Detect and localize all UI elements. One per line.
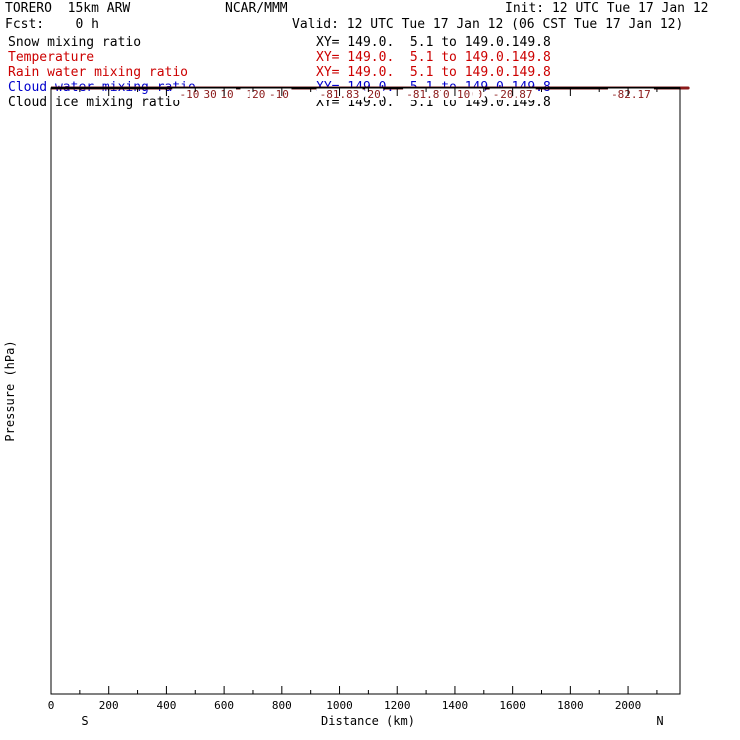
legend-xy-temperature: XY= 149.0. 5.1 to 149.0.149.8 xyxy=(316,50,551,65)
contour-labels: -81.83-81.83-81.87-81.87-82.17-40-30-30-… xyxy=(172,88,654,101)
contour-label: 10 xyxy=(457,88,470,101)
contour-label-bg xyxy=(365,88,384,100)
x-tick-label: 0 xyxy=(48,699,55,712)
legend-field-cloud-ice: Cloud ice mixing ratio xyxy=(8,95,181,110)
x-tick-label: 600 xyxy=(214,699,234,712)
contour-label: 20 xyxy=(500,88,513,101)
x-axis-title: Distance (km) xyxy=(321,714,415,728)
legend-field-rain: Rain water mixing ratio xyxy=(8,65,189,80)
contour-label: -10 xyxy=(269,88,289,101)
contour-label: -10 xyxy=(180,88,200,101)
contour-label-bg xyxy=(497,88,516,100)
contour-label: 20 xyxy=(252,88,265,101)
forecast-hour: Fcst: 0 h xyxy=(5,17,99,32)
y-axis-title: Pressure (hPa) xyxy=(3,340,17,441)
x-end-label-north: N xyxy=(656,714,663,728)
legend-xy-rain: XY= 149.0. 5.1 to 149.0.149.8 xyxy=(316,65,551,80)
init-time: Init: 12 UTC Tue 17 Jan 12 xyxy=(505,1,709,16)
contour-label: -81.87 xyxy=(406,88,446,101)
org-label: NCAR/MMM xyxy=(225,1,288,16)
contour-label-bg xyxy=(218,88,237,100)
legend-field-temperature: Temperature xyxy=(8,50,95,65)
x-tick-label: 1200 xyxy=(384,699,411,712)
x-tick-label: 200 xyxy=(99,699,119,712)
x-tick-label: 400 xyxy=(156,699,176,712)
contour-label-bg xyxy=(607,88,654,100)
model-label: TORERO 15km ARW xyxy=(5,1,131,16)
x-tick-label: 800 xyxy=(272,699,292,712)
contour-label-bg xyxy=(249,88,268,100)
contour-label: 0 xyxy=(443,88,450,101)
contour-label: -82.17 xyxy=(611,88,651,101)
legend-xy-snow: XY= 149.0. 5.1 to 149.0.149.8 xyxy=(316,35,551,50)
x-tick-label: 1000 xyxy=(326,699,353,712)
contour-label: 20 xyxy=(368,88,381,101)
x-end-label-south: S xyxy=(81,714,88,728)
contour-label: 10 xyxy=(220,88,233,101)
contour-label-bg xyxy=(440,88,452,100)
plot-frame xyxy=(50,87,681,695)
contour-label-bg xyxy=(403,88,450,100)
contour-label-bg xyxy=(266,88,292,100)
x-tick-label: 2000 xyxy=(615,699,642,712)
x-tick-label: 1800 xyxy=(557,699,584,712)
axes: 0200400600800100012001400160018002000200… xyxy=(48,88,658,712)
x-tick-label: 1600 xyxy=(499,699,526,712)
legend-field-snow: Snow mixing ratio xyxy=(8,35,142,50)
contour-label-bg xyxy=(454,88,473,100)
x-tick-label: 1400 xyxy=(442,699,469,712)
valid-time: Valid: 12 UTC Tue 17 Jan 12 (06 CST Tue … xyxy=(292,17,684,32)
